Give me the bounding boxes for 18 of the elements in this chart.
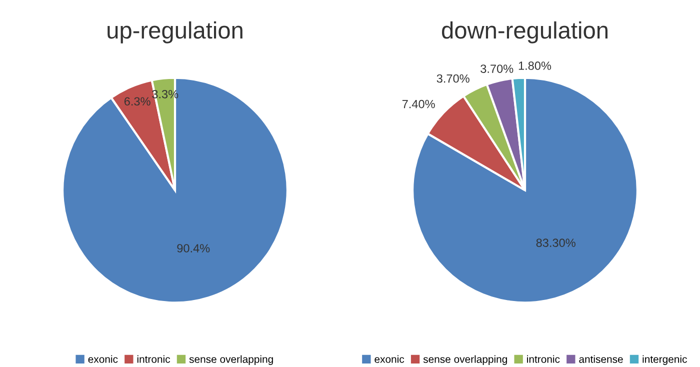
legend-label: exonic bbox=[88, 355, 118, 363]
data-label: 1.80% bbox=[518, 62, 552, 70]
chart-title: up-regulation bbox=[108, 21, 242, 44]
data-label: 3.70% bbox=[436, 74, 470, 83]
pie-slice bbox=[62, 76, 288, 304]
data-label: 90.4% bbox=[177, 244, 210, 252]
data-label: 6.3% bbox=[124, 97, 150, 106]
legend-label: sense overlapping bbox=[423, 355, 507, 365]
legend-label: sense overlapping bbox=[189, 355, 273, 365]
legend-label: intronic bbox=[137, 355, 170, 363]
legend-label: antisense bbox=[579, 355, 623, 363]
legend-label: intronic bbox=[527, 355, 560, 363]
legend-label: exonic bbox=[374, 355, 404, 363]
chart-title: down-regulation bbox=[442, 21, 608, 44]
data-label: 83.30% bbox=[536, 238, 576, 247]
data-label: 7.40% bbox=[402, 100, 435, 108]
legend-label: intergenic bbox=[642, 355, 687, 365]
data-label: 3.70% bbox=[480, 64, 514, 73]
